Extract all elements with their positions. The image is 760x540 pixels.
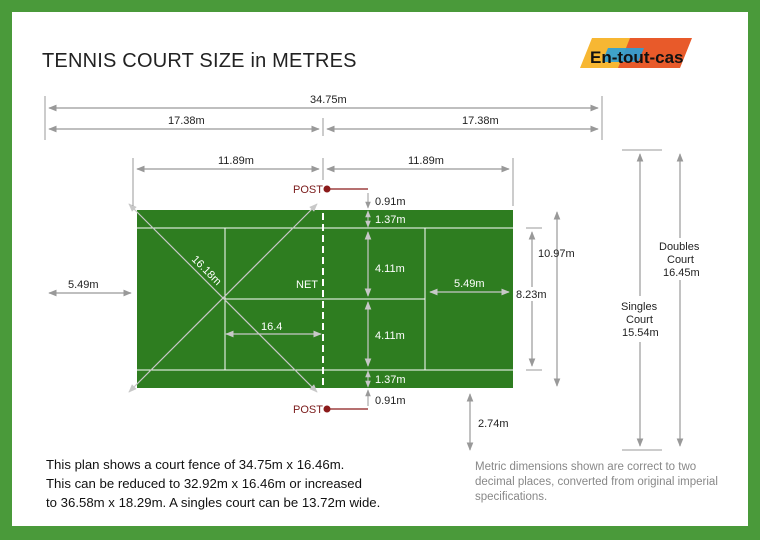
diagram-card: TENNIS COURT SIZE in METRES En-tout-cas xyxy=(12,12,748,526)
tennis-court-diagram: En-tout-cas NET 16.18m 16.4 4.11m 4.11m … xyxy=(44,38,700,451)
caption: This plan shows a court fence of 34.75m … xyxy=(46,455,380,512)
caption-line: to 36.58m x 18.29m. A singles court can … xyxy=(46,495,381,510)
singles-width-label: 8.23m xyxy=(516,289,547,301)
post-offset-top-label: 0.91m xyxy=(375,196,406,208)
note-line: decimal places, converted from original … xyxy=(475,476,718,488)
post-top-label: POST xyxy=(293,184,323,196)
service-length-label: 5.49m xyxy=(454,278,485,290)
logo-shape-blue xyxy=(602,48,644,62)
net-label: NET xyxy=(296,279,318,291)
diagonal-arrow-2 xyxy=(128,203,318,393)
caption-line: This can be reduced to 32.92m x 16.46m o… xyxy=(46,476,362,491)
half-court-left-label: 11.89m xyxy=(218,155,254,167)
doubles-label-2: Court xyxy=(667,254,694,266)
logo: En-tout-cas xyxy=(580,38,692,68)
singles-label-3: 15.54m xyxy=(622,327,659,339)
doubles-label-3: 16.45m xyxy=(663,267,700,279)
extension-lines xyxy=(44,96,662,451)
note-line: specifications. xyxy=(475,491,548,503)
half-fence-left-label: 17.38m xyxy=(168,115,205,127)
alley-top-label: 1.37m xyxy=(375,214,406,226)
court-width-label: 10.97m xyxy=(538,248,575,260)
service-box-bottom-label: 4.11m xyxy=(375,330,405,342)
fence-length-label: 34.75m xyxy=(310,94,347,106)
logo-text: En-tout-cas xyxy=(590,48,684,67)
alley-bottom-label: 1.37m xyxy=(375,374,406,386)
post-bottom-marker xyxy=(323,405,331,413)
service-box-top-label: 4.11m xyxy=(375,263,405,275)
post-offset-bottom-label: 0.91m xyxy=(375,395,406,407)
conversion-note: Metric dimensions shown are correct to t… xyxy=(475,460,718,505)
runback-label: 5.49m xyxy=(68,279,99,291)
caption-line: This plan shows a court fence of 34.75m … xyxy=(46,457,345,472)
doubles-label-1: Doubles xyxy=(659,241,700,253)
centre-service-label: 16.4 xyxy=(261,321,282,333)
singles-width-label-bg xyxy=(514,287,548,301)
half-fence-right-label: 17.38m xyxy=(462,115,499,127)
singles-label-2: Court xyxy=(626,314,653,326)
half-court-right-label: 11.89m xyxy=(408,155,444,167)
side-runback-label: 2.74m xyxy=(478,418,509,430)
note-line: Metric dimensions shown are correct to t… xyxy=(475,461,697,473)
page-title: TENNIS COURT SIZE in METRES xyxy=(42,50,357,72)
singles-label-1: Singles xyxy=(621,301,658,313)
post-top-marker xyxy=(323,185,331,193)
post-bottom-label: POST xyxy=(293,404,323,416)
